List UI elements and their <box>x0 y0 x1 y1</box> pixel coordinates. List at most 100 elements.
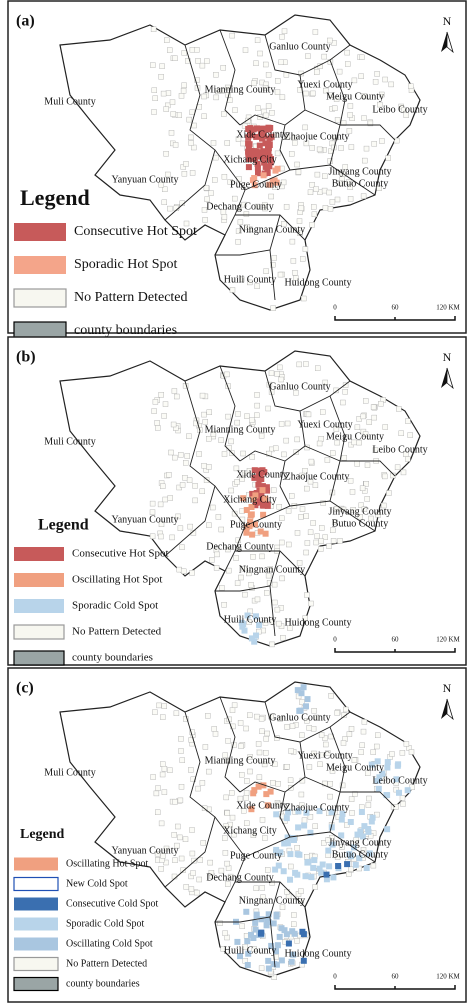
panel-label: (b) <box>16 349 36 366</box>
scale-bar <box>334 985 456 990</box>
scale-label: 120 KM <box>436 636 460 644</box>
hotspot-cell <box>298 690 305 697</box>
hotspot-cell <box>267 159 274 166</box>
no-pattern-cell <box>360 846 367 853</box>
hotspot-cell <box>248 635 255 642</box>
no-pattern-cell <box>274 89 281 95</box>
no-pattern-cell <box>328 693 334 699</box>
no-pattern-cell <box>150 774 156 780</box>
no-pattern-cell <box>260 627 266 634</box>
hotspot-cell <box>248 806 255 813</box>
hotspot-cell <box>266 126 272 133</box>
scale-label: 0 <box>333 304 337 312</box>
hotspot-cell <box>304 696 311 703</box>
no-pattern-cell <box>294 161 300 168</box>
no-pattern-cell <box>300 256 306 262</box>
no-pattern-cell <box>318 546 324 552</box>
no-pattern-cell <box>242 47 249 53</box>
no-pattern-cell <box>243 211 250 217</box>
no-pattern-cell <box>186 477 193 484</box>
no-pattern-cell <box>224 810 231 816</box>
no-pattern-cell <box>291 921 297 927</box>
county-name: Xichang City <box>223 494 277 505</box>
hotspot-cell <box>272 866 279 873</box>
legend-label: No Pattern Detected <box>66 958 147 969</box>
no-pattern-cell <box>235 239 241 245</box>
hotspot-cell <box>246 151 253 158</box>
no-pattern-cell <box>293 390 299 396</box>
no-pattern-cell <box>202 217 208 223</box>
hotspot-cell <box>243 507 250 513</box>
county-boundary <box>304 109 341 126</box>
county-name: Yuexi County <box>297 79 352 90</box>
no-pattern-cell <box>202 419 209 425</box>
no-pattern-cell <box>312 884 318 890</box>
no-pattern-cell <box>186 433 192 439</box>
no-pattern-cell <box>218 437 224 443</box>
no-pattern-cell <box>312 823 318 829</box>
no-pattern-cell <box>270 305 276 311</box>
no-pattern-cell <box>408 83 414 89</box>
hotspot-cell <box>248 504 255 510</box>
hotspot-cell <box>384 792 391 799</box>
hotspot-cell <box>361 823 368 830</box>
hotspot-cell <box>253 911 260 918</box>
no-pattern-cell <box>388 81 394 88</box>
no-pattern-cell <box>225 738 231 744</box>
hotspot-cell <box>265 145 272 152</box>
no-pattern-cell <box>292 270 298 276</box>
no-pattern-cell <box>225 567 232 574</box>
no-pattern-cell <box>318 732 325 738</box>
grid-cells <box>150 684 415 980</box>
north-arrow <box>441 699 447 719</box>
hotspot-cell <box>253 133 260 140</box>
hotspot-cell <box>251 787 258 794</box>
scale-bar <box>334 648 456 653</box>
no-pattern-cell <box>270 262 276 268</box>
no-pattern-cell <box>358 749 364 755</box>
no-pattern-cell <box>275 780 281 787</box>
no-pattern-cell <box>199 62 206 69</box>
no-pattern-cell <box>223 794 229 801</box>
hotspot-cell <box>271 177 278 184</box>
no-pattern-cell <box>158 533 164 540</box>
no-pattern-cell <box>199 488 205 495</box>
county-name: Xide County <box>236 800 287 811</box>
no-pattern-cell <box>308 600 314 607</box>
hotspot-cell <box>246 141 253 148</box>
no-pattern-cell <box>248 582 254 588</box>
no-pattern-cell <box>279 539 285 546</box>
no-pattern-cell <box>393 804 399 810</box>
no-pattern-cell <box>244 223 250 230</box>
panel-label: (a) <box>16 13 35 30</box>
no-pattern-cell <box>365 802 372 808</box>
county-boundary <box>214 485 376 532</box>
no-pattern-cell <box>155 785 161 791</box>
no-pattern-cell <box>394 464 401 471</box>
hotspot-cell <box>264 502 271 509</box>
no-pattern-cell <box>303 140 310 147</box>
hotspot-cell <box>284 834 291 841</box>
county-name: Jinyang County <box>328 506 391 517</box>
no-pattern-cell <box>254 283 260 289</box>
hotspot-cell <box>308 874 315 881</box>
no-pattern-cell <box>168 449 174 456</box>
no-pattern-cell <box>250 553 256 560</box>
hotspot-cell <box>251 474 258 481</box>
hotspot-cell <box>291 837 297 843</box>
no-pattern-cell <box>243 795 249 801</box>
no-pattern-cell <box>366 419 372 425</box>
no-pattern-cell <box>303 549 309 556</box>
no-pattern-cell <box>294 436 300 443</box>
no-pattern-cell <box>287 777 294 784</box>
no-pattern-cell <box>317 761 323 768</box>
no-pattern-cell <box>207 859 213 866</box>
no-pattern-cell <box>324 457 331 463</box>
no-pattern-cell <box>292 139 298 146</box>
hotspot-cell <box>267 788 274 795</box>
no-pattern-cell <box>348 726 355 732</box>
hotspot-cell <box>352 861 359 868</box>
no-pattern-cell <box>368 515 374 522</box>
no-pattern-cell <box>375 512 381 518</box>
